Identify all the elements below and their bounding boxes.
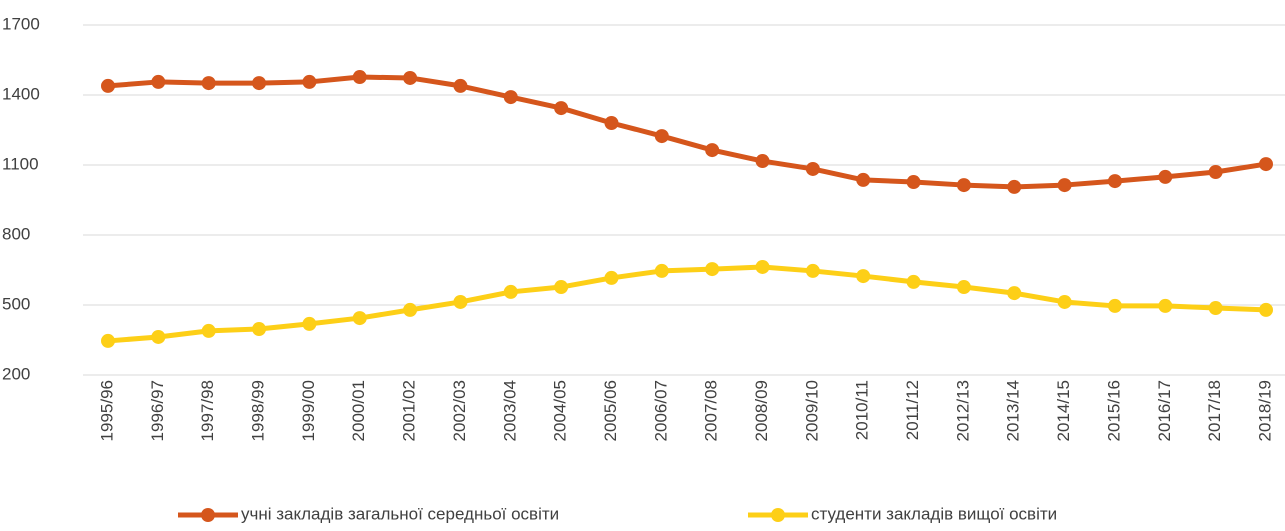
data-point [805, 161, 820, 176]
x-tick-label: 1995/96 [97, 380, 116, 441]
x-tick-label: 2000/01 [349, 380, 368, 441]
data-point [604, 270, 619, 285]
legend-label: учні закладів загальної середньої освіти [241, 504, 559, 523]
x-tick-label: 2017/18 [1205, 380, 1224, 441]
data-point [1057, 178, 1072, 193]
data-point [403, 70, 418, 85]
data-point [1007, 286, 1022, 301]
data-point [906, 175, 921, 190]
x-tick-label: 2003/04 [500, 380, 519, 441]
data-point [252, 322, 267, 337]
x-tick-label: 2018/19 [1255, 380, 1274, 441]
data-point [755, 259, 770, 274]
data-point [252, 76, 267, 91]
data-point [453, 294, 468, 309]
data-point [554, 280, 569, 295]
data-point [453, 78, 468, 93]
series-line [107, 264, 1267, 344]
x-tick-label: 2008/09 [752, 380, 771, 441]
x-tick-label: 2011/12 [903, 380, 922, 440]
data-point [503, 284, 518, 299]
x-tick-label: 2012/13 [953, 380, 972, 441]
data-point [352, 311, 367, 326]
data-point [705, 262, 720, 277]
x-tick-label: 2015/16 [1104, 380, 1123, 441]
x-tick-label: 1998/99 [249, 380, 268, 441]
data-point [101, 333, 115, 348]
data-point [554, 101, 569, 116]
data-point [906, 274, 921, 289]
legend-marker [771, 508, 785, 522]
x-tick-label: 1999/00 [299, 380, 318, 441]
data-point [1259, 157, 1273, 172]
data-point [151, 329, 166, 344]
x-tick-label: 2016/17 [1155, 380, 1174, 441]
x-tick-label: 2014/15 [1054, 380, 1073, 441]
data-point [654, 129, 669, 144]
x-tick-label: 2006/07 [651, 380, 670, 441]
y-tick-label: 1100 [2, 154, 39, 173]
series-line [107, 74, 1267, 190]
data-point [1057, 294, 1072, 309]
x-tick-label: 2013/14 [1004, 380, 1023, 441]
data-point [201, 76, 216, 91]
data-point [151, 74, 166, 89]
data-point [1158, 298, 1173, 313]
data-point [856, 269, 871, 284]
data-point [1007, 179, 1022, 194]
data-point [302, 74, 317, 89]
y-tick-label: 200 [2, 364, 30, 383]
data-point [654, 263, 669, 278]
data-point [1208, 301, 1223, 316]
y-tick-label: 1700 [2, 14, 40, 33]
data-point [201, 323, 216, 338]
x-tick-label: 1996/97 [148, 380, 167, 441]
data-point [956, 178, 971, 193]
data-point [302, 316, 317, 331]
data-point [101, 78, 115, 93]
data-point [1158, 169, 1173, 184]
x-tick-label: 2009/10 [802, 380, 821, 441]
legend-label: студенти закладів вищої освіти [811, 504, 1057, 523]
data-point [1208, 165, 1223, 179]
data-point [805, 263, 820, 278]
x-tick-label: 2002/03 [450, 380, 469, 441]
x-tick-label: 2001/02 [400, 380, 419, 441]
x-tick-label: 2010/11 [853, 380, 872, 440]
data-point [1107, 298, 1122, 313]
data-point [1259, 302, 1273, 317]
data-point [956, 280, 971, 295]
y-tick-label: 800 [2, 224, 30, 243]
data-point [755, 154, 770, 169]
x-tick-label: 2004/05 [551, 380, 570, 441]
data-point [403, 302, 418, 317]
x-tick-label: 1997/98 [198, 380, 217, 441]
legend-marker [201, 508, 215, 522]
y-tick-label: 1400 [2, 84, 40, 103]
data-point [705, 143, 720, 158]
data-point [856, 172, 871, 187]
data-point [1107, 174, 1122, 189]
data-point [503, 90, 518, 105]
y-tick-label: 500 [2, 294, 30, 313]
data-point [604, 116, 619, 130]
data-point [352, 70, 367, 85]
x-tick-label: 2005/06 [601, 380, 620, 441]
x-tick-label: 2007/08 [702, 380, 721, 441]
